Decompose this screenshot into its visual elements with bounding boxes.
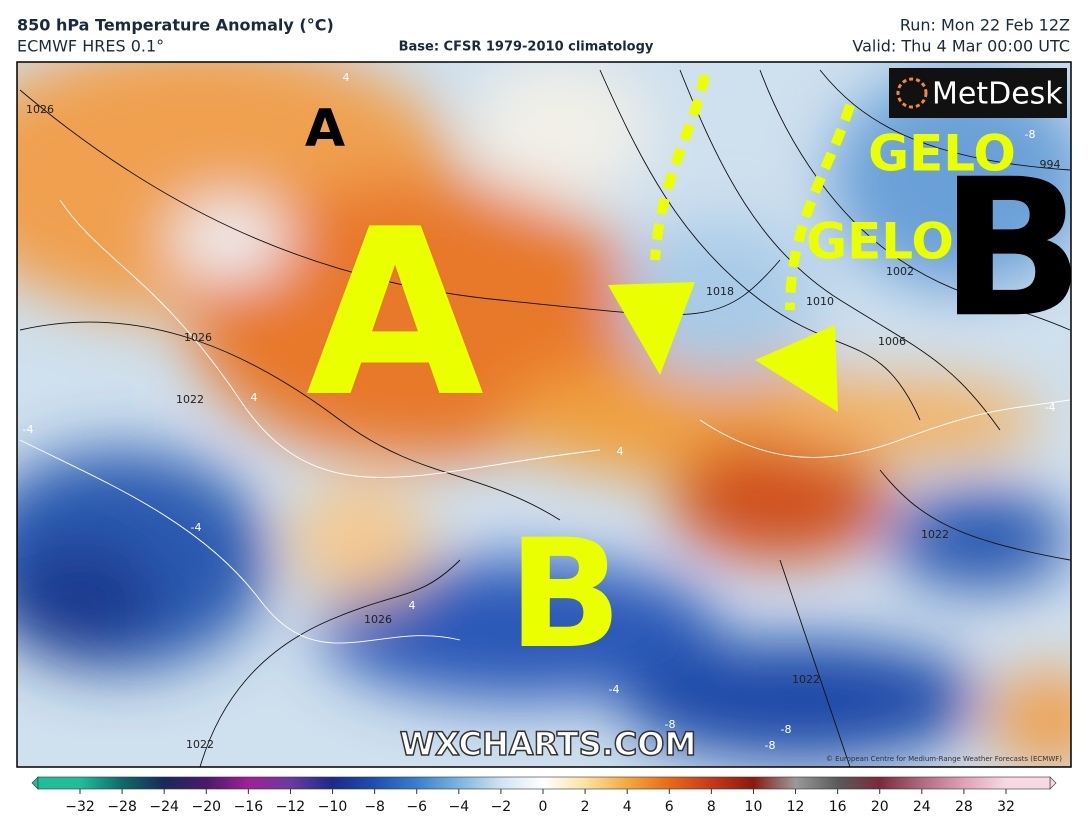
contour-label: 1022 (176, 393, 204, 406)
annotation: GELO (868, 125, 1016, 183)
contour-label: 1006 (878, 335, 906, 348)
contour-label: -4 (609, 683, 620, 696)
annotation: B (940, 138, 1085, 359)
colorbar-label: −8 (364, 799, 385, 815)
contour-label: 4 (251, 391, 258, 404)
run: Run: Mon 22 Feb 12Z (900, 16, 1070, 35)
colorbar-label: −28 (107, 799, 137, 815)
base: Base: CFSR 1979-2010 climatology (399, 40, 654, 55)
colorbar-label: 10 (745, 799, 763, 815)
annotation: B (508, 508, 622, 682)
watermark: WXCHARTS.COM (400, 725, 697, 763)
colorbar-label: −12 (276, 799, 306, 815)
contour-label: -8 (665, 718, 676, 731)
colorbar-label: −32 (65, 799, 95, 815)
annotation: A (305, 99, 345, 159)
contour-label: 1010 (806, 295, 834, 308)
arrow-head (608, 282, 695, 375)
contour-label: -8 (781, 723, 792, 736)
colorbar-bar (37, 776, 1051, 790)
colorbar-label: −10 (318, 799, 348, 815)
arrows (650, 73, 855, 311)
map-frame (16, 61, 1072, 768)
logo-box: MetDesk (889, 68, 1067, 118)
colorbar-label: −6 (406, 799, 427, 815)
annotation: GELO (806, 213, 954, 271)
colorbar-label: −24 (149, 799, 179, 815)
contour-label: 4 (409, 599, 416, 612)
valid: Valid: Thu 4 Mar 00:00 UTC (852, 37, 1070, 56)
colorbar-label: 24 (913, 799, 931, 815)
colorbar-label: 20 (871, 799, 889, 815)
contour-label: 1022 (792, 673, 820, 686)
colorbar-label: −2 (491, 799, 512, 815)
colorbar-end (31, 776, 39, 790)
colorbar-label: 12 (787, 799, 805, 815)
colorbar-label: 16 (829, 799, 847, 815)
contour-label: 1026 (184, 331, 212, 344)
colorbar-label: 6 (665, 799, 674, 815)
contour-label: 1022 (921, 528, 949, 541)
map (17, 62, 1071, 767)
colorbar-label: −20 (191, 799, 221, 815)
contour-label: 1018 (706, 285, 734, 298)
colorbar-label: 28 (955, 799, 973, 815)
contour-label: -4 (191, 521, 202, 534)
colorbar-label: 2 (581, 799, 590, 815)
contour-label: 4 (343, 71, 350, 84)
contour-label: 994 (1040, 158, 1061, 171)
contour-label: -8 (765, 739, 776, 752)
contour-label: 1002 (886, 265, 914, 278)
colorbar-label: −16 (234, 799, 264, 815)
colorbar-label: 8 (707, 799, 716, 815)
contour-label: -4 (1045, 401, 1056, 414)
contour-label: 1026 (364, 613, 392, 626)
logo: MetDesk (932, 77, 1063, 112)
colorbar-label: 0 (539, 799, 548, 815)
contour-label: 4 (617, 445, 624, 458)
colorbar: −32 −28 −24 −20 −16 −12 −10 −8 −6 −4 −2 0 2 4 6 8 10 12 16… (31, 776, 1057, 815)
title: 850 hPa Temperature Anomaly (°C) (17, 16, 334, 35)
colorbar-label: −4 (448, 799, 469, 815)
annotation: A (306, 181, 484, 448)
contour-label: 1026 (26, 103, 54, 116)
colorbar-label: 32 (997, 799, 1015, 815)
contour-label: 1022 (186, 738, 214, 751)
arrow-head (755, 325, 838, 412)
colorbar-end (1049, 776, 1057, 790)
model: ECMWF HRES 0.1° (17, 37, 164, 56)
contour-label: -4 (23, 423, 34, 436)
credit: © European Centre for Medium-Range Weath… (826, 755, 1062, 763)
contour-label: -8 (1025, 128, 1036, 141)
colorbar-label: 4 (623, 799, 632, 815)
